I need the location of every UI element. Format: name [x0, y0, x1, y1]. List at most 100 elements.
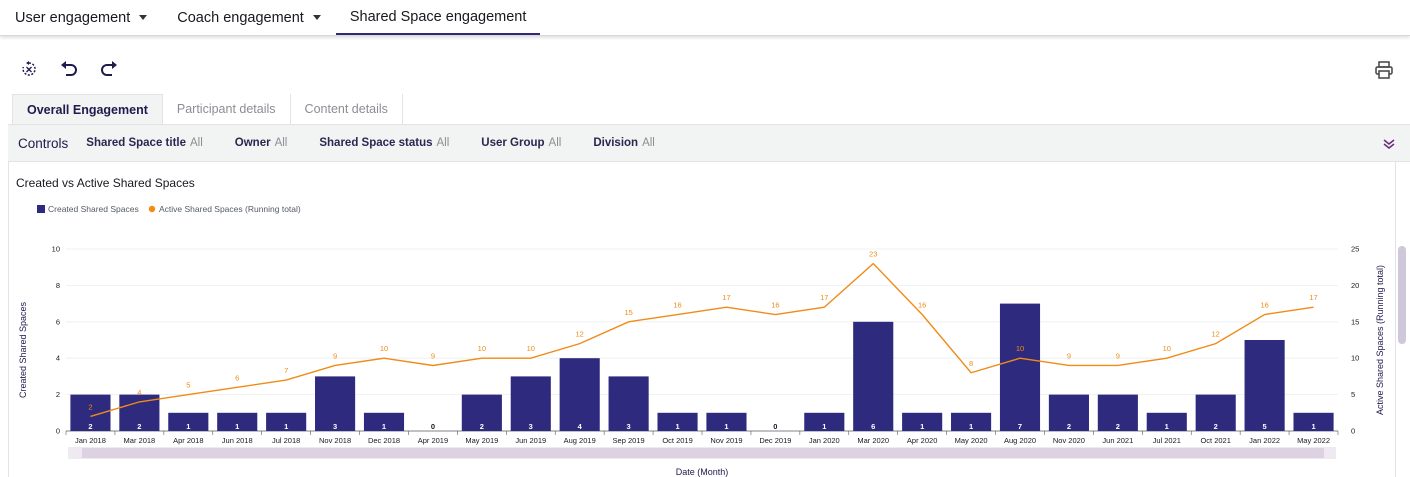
- double-chevron-down-icon[interactable]: [1382, 137, 1396, 151]
- y-tick-label: 6: [56, 317, 60, 326]
- x-tick-label: Aug 2019: [564, 436, 596, 445]
- x-tick-label: Oct 2019: [662, 436, 692, 445]
- line-value-label: 9: [1067, 351, 1071, 360]
- reset-button[interactable]: [18, 58, 40, 80]
- reset-icon: [22, 61, 36, 76]
- x-tick-label: Dec 2019: [759, 436, 791, 445]
- bar-value-label: 4: [578, 422, 583, 431]
- bar: [461, 394, 502, 431]
- line-series-active: 2 4 5 6 7 9 10 9 10 10 12 15 16 17 16 17 23 16 8 10 9 9 10 12 16…: [88, 250, 1318, 418]
- bar: [217, 412, 258, 431]
- line-value-label: 9: [431, 351, 435, 360]
- bar: [266, 412, 307, 431]
- x-tick-label: Jun 2019: [515, 436, 546, 445]
- toolbar: [18, 58, 120, 80]
- chart-legend: Created Shared Spaces Active Shared Spac…: [37, 204, 301, 214]
- bar: [1048, 394, 1089, 431]
- y-axis-left: 0 2 4 6 8 10: [52, 245, 60, 436]
- tab-content-details[interactable]: Content details: [291, 94, 403, 124]
- x-tick-label: Mar 2018: [124, 436, 156, 445]
- bar: [510, 376, 551, 431]
- bar: [999, 303, 1041, 431]
- bar: [315, 376, 356, 431]
- bar-value-label: 3: [333, 422, 337, 431]
- bar-value-label: 2: [137, 422, 141, 431]
- filter-value: All: [436, 137, 450, 149]
- x-tick-label: Apr 2018: [173, 436, 203, 445]
- x-tick-label: Jan 2018: [75, 436, 106, 445]
- tab-participant-details[interactable]: Participant details: [163, 94, 291, 124]
- line-value-label: 5: [186, 381, 190, 390]
- bar-value-label: 1: [235, 422, 239, 431]
- bar: [363, 412, 405, 431]
- redo-button[interactable]: [98, 58, 120, 80]
- filter-division[interactable]: Division All: [593, 137, 655, 149]
- bar-value-label: 1: [382, 422, 386, 431]
- bar-value-label: 1: [822, 422, 826, 431]
- line-value-label: 15: [624, 308, 632, 317]
- line-value-label: 9: [1116, 351, 1120, 360]
- bar: [902, 412, 943, 431]
- bar-value-label: 3: [529, 422, 533, 431]
- line-value-label: 16: [1260, 301, 1268, 310]
- vertical-scrollbar[interactable]: [1398, 246, 1406, 344]
- bar-value-label: 0: [773, 422, 777, 431]
- bar-value-label: 7: [1018, 422, 1022, 431]
- filter-value: All: [642, 137, 655, 149]
- line-value-label: 12: [576, 330, 584, 339]
- line-value-label: 2: [88, 402, 92, 411]
- bar-value-label: 2: [88, 422, 92, 431]
- bar-value-label: 6: [871, 422, 875, 431]
- x-tick-label: May 2022: [1297, 436, 1330, 445]
- line-value-label: 6: [235, 373, 239, 382]
- line-value-label: 9: [333, 351, 337, 360]
- x-tick-label: Nov 2018: [319, 436, 351, 445]
- y-tick-label: 0: [56, 427, 60, 436]
- filter-shared-space-title[interactable]: Shared Space title All: [86, 137, 203, 149]
- x-tick-label: Aug 2020: [1004, 436, 1036, 445]
- filter-shared-space-status[interactable]: Shared Space status All: [319, 137, 449, 149]
- bar: [119, 394, 160, 431]
- created-vs-active-chart: Created vs Active Shared Spaces Created …: [16, 176, 1385, 477]
- bar-value-label: 5: [1263, 422, 1267, 431]
- y2-tick-label: 10: [1351, 354, 1359, 363]
- line-value-label: 7: [284, 366, 288, 375]
- undo-button[interactable]: [58, 58, 80, 80]
- filter-name: Owner: [234, 137, 271, 149]
- y-tick-label: 10: [52, 245, 60, 254]
- tab-coach-engagement[interactable]: Coach engagement: [162, 0, 336, 35]
- filter-name: Shared Space title: [86, 137, 186, 149]
- range-slider-handle[interactable]: [82, 448, 1324, 458]
- line-value-label: 17: [820, 293, 828, 302]
- y-tick-label: 4: [56, 354, 60, 363]
- y2-tick-label: 25: [1351, 245, 1359, 254]
- filter-value: All: [274, 137, 288, 149]
- line-value-label: 16: [771, 301, 779, 310]
- sheet-tabs: Overall Engagement Participant details C…: [12, 94, 403, 124]
- print-button[interactable]: [1374, 60, 1396, 82]
- line-value-label: 23: [869, 250, 877, 259]
- legend-active[interactable]: Active Shared Spaces (Running total): [159, 204, 301, 214]
- legend-created[interactable]: Created Shared Spaces: [48, 204, 139, 214]
- controls-title: Controls: [18, 135, 69, 151]
- bar-value-label: 1: [920, 422, 924, 431]
- legend-swatch-active: [148, 205, 156, 213]
- filter-name: Shared Space status: [319, 137, 433, 149]
- line-value-label: 12: [1212, 330, 1220, 339]
- x-tick-label: Sep 2019: [613, 436, 645, 445]
- visual-panel: [8, 162, 1396, 477]
- tab-overall-engagement[interactable]: Overall Engagement: [12, 94, 163, 124]
- x-tick-label: Dec 2018: [368, 436, 400, 445]
- filter-user-group[interactable]: User Group All: [481, 137, 561, 149]
- bar-value-label: 2: [1116, 422, 1120, 431]
- bar: [657, 412, 698, 431]
- bar-value-label: 1: [675, 422, 679, 431]
- filter-owner[interactable]: Owner All: [235, 137, 288, 149]
- x-tick-label: May 2020: [955, 436, 988, 445]
- x-tick-label: Nov 2019: [710, 436, 742, 445]
- bar: [1195, 394, 1236, 431]
- tab-shared-space-engagement[interactable]: Shared Space engagement: [335, 0, 541, 35]
- bar-value-label: 1: [186, 422, 190, 431]
- tab-user-engagement[interactable]: User engagement: [0, 0, 162, 35]
- x-axis-title: Date (Month): [676, 467, 729, 477]
